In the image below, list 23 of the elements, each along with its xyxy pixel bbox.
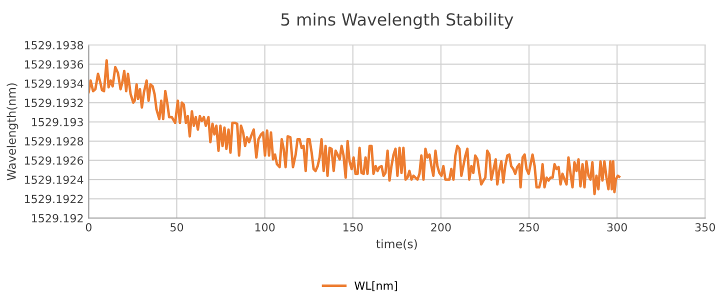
line-series: [88, 59, 620, 196]
chart-title: 5 mins Wavelength Stability: [281, 12, 514, 30]
legend-label: WL[nm]: [354, 281, 397, 292]
y-tick-label: 1529.192: [32, 214, 83, 222]
x-tick-label: 0: [86, 223, 92, 232]
x-axis-title: time(s): [376, 239, 417, 250]
y-tick-label: 1529.1938: [24, 40, 84, 50]
x-tick-label: 100: [255, 223, 275, 232]
y-tick-label: 1529.1928: [24, 137, 84, 146]
x-tick-label: 150: [343, 223, 363, 232]
y-tick-label: 1529.1924: [24, 176, 84, 184]
y-tick-label: 1529.1922: [24, 194, 83, 204]
y-tick-label: 1529.1936: [24, 60, 84, 69]
y-tick-label: 1529.1926: [24, 156, 84, 165]
x-tick-label: 200: [431, 223, 451, 232]
x-tick-label: 350: [695, 223, 716, 232]
x-tick-label: 250: [519, 223, 539, 232]
x-tick-label: 50: [170, 223, 184, 232]
x-tick-label: 300: [607, 223, 627, 232]
y-tick-label: 1529.1932: [24, 98, 83, 108]
y-axis-title: Wavelength(nm): [6, 83, 18, 180]
y-tick-label: 1529.1934: [24, 79, 84, 88]
y-tick-label: 1529.193: [32, 118, 83, 126]
